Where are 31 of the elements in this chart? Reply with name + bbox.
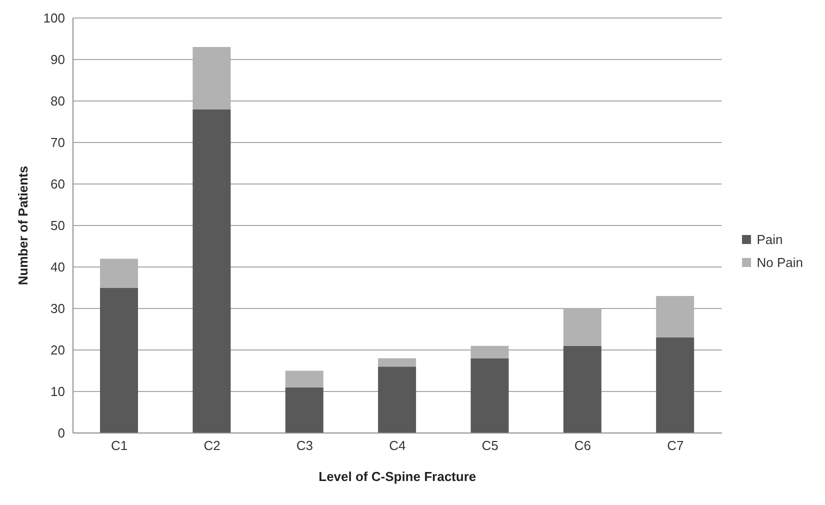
y-tick-label: 80 — [50, 94, 65, 109]
x-axis-title: Level of C-Spine Fracture — [318, 469, 476, 484]
x-tick-label: C5 — [482, 438, 498, 454]
y-tick-label: 70 — [50, 135, 65, 150]
x-tick-label: C7 — [667, 438, 684, 454]
x-tick-label: C4 — [389, 438, 406, 454]
legend-label: Pain — [756, 232, 783, 246]
bar — [100, 288, 138, 433]
x-tick-label: C2 — [204, 438, 220, 454]
x-tick-label: C6 — [574, 438, 592, 454]
y-tick-label: 60 — [50, 176, 65, 192]
y-tick-label: 30 — [50, 301, 65, 316]
bar — [656, 338, 694, 433]
y-tick-label: 50 — [50, 218, 65, 234]
y-tick-label: 0 — [58, 426, 65, 441]
bar — [192, 109, 231, 433]
bar — [378, 358, 416, 367]
y-tick-label: 100 — [43, 10, 65, 26]
y-tick-label: 10 — [50, 384, 65, 400]
y-tick-label: 90 — [50, 52, 65, 68]
y-tick-label: 20 — [50, 342, 65, 358]
bar — [378, 366, 416, 433]
bar — [563, 346, 602, 433]
x-tick-label: C3 — [296, 438, 314, 454]
bar — [285, 370, 324, 388]
bar — [285, 387, 324, 433]
y-axis-title: Number of Patients — [16, 166, 31, 286]
legend-label: No Pain — [756, 254, 803, 270]
x-tick-label: C1 — [111, 438, 128, 454]
y-tick-label: 40 — [50, 260, 65, 275]
bar — [470, 358, 509, 433]
